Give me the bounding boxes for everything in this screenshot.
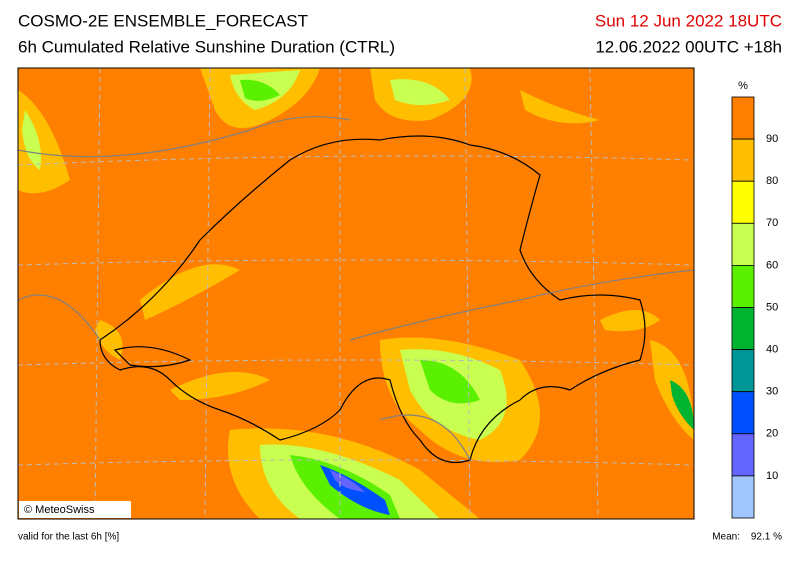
colorbar: % 90 80 70 60 50 40 30 20 10 [731, 80, 778, 519]
colorbar-tick-label: 90 [766, 133, 778, 145]
colorbar-tick-label: 20 [766, 428, 778, 440]
colorbar-tick-label: 30 [766, 386, 778, 398]
valid-time: Sun 12 Jun 2022 18UTC [595, 11, 782, 30]
borders [99, 135, 646, 464]
colorbar-box [731, 222, 755, 266]
copyright: © MeteoSwiss [24, 504, 95, 516]
colorbar-tick-label: 50 [766, 301, 778, 313]
map-frame [17, 67, 695, 520]
sunshine-patches [18, 68, 694, 519]
colorbar-box [731, 475, 755, 519]
colorbar-tick-label: 60 [766, 259, 778, 271]
colorbar-tick-label: 70 [766, 217, 778, 229]
colorbar-box [731, 96, 755, 140]
subtitle: 6h Cumulated Relative Sunshine Duration … [18, 37, 395, 56]
colorbar-tick-label: 80 [766, 175, 778, 187]
colorbar-tick-label: 40 [766, 344, 778, 356]
colorbar-box [731, 264, 755, 308]
graticule [18, 68, 694, 519]
mean-label: Mean: [712, 532, 740, 543]
footer-note: valid for the last 6h [%] [18, 532, 119, 543]
colorbar-tick-label: 10 [766, 470, 778, 482]
run-info: 12.06.2022 00UTC +18h [595, 37, 782, 56]
colorbar-box [731, 391, 755, 435]
colorbar-box [731, 138, 755, 182]
colorbar-box [731, 307, 755, 350]
colorbar-unit: % [738, 80, 748, 92]
colorbar-box [731, 349, 755, 393]
copyright-box [19, 501, 131, 518]
colorbar-box [731, 433, 755, 477]
map: © MeteoSwiss [17, 67, 695, 520]
colorbar-box [731, 180, 755, 224]
title: COSMO-2E ENSEMBLE_FORECAST [18, 11, 308, 30]
mean-value: 92.1 % [751, 532, 782, 543]
regions [18, 116, 694, 461]
